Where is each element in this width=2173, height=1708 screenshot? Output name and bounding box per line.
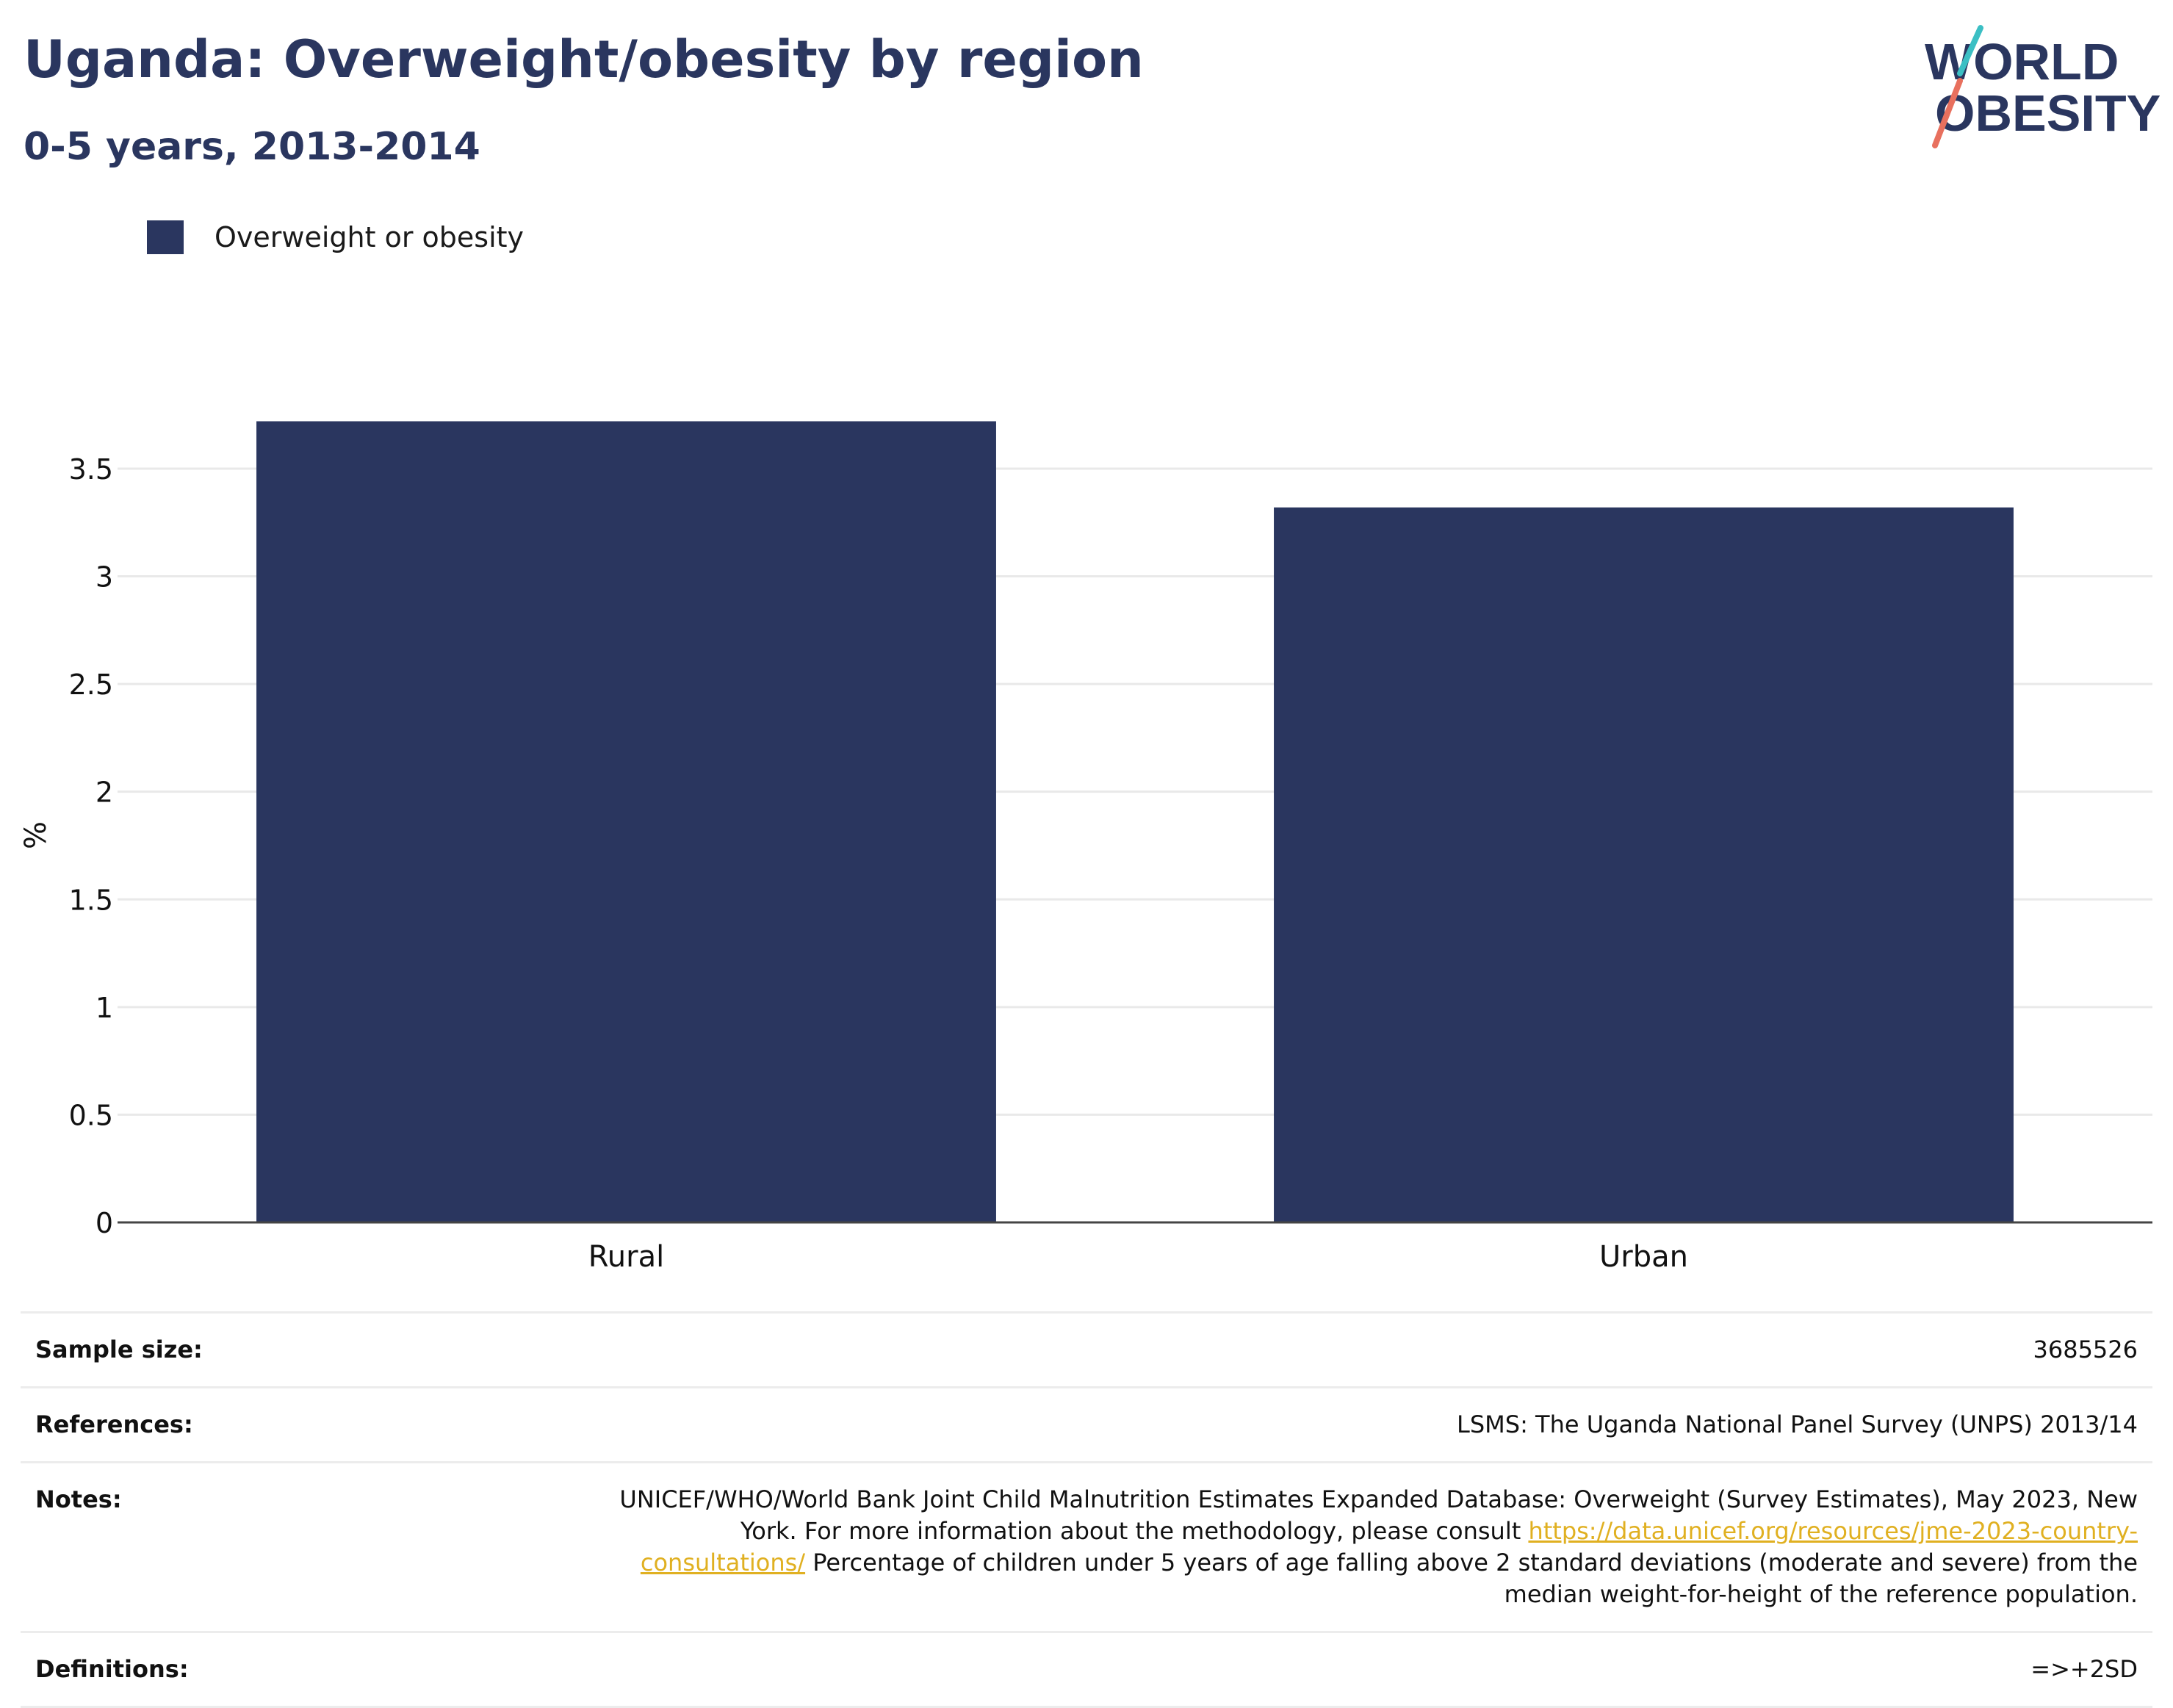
- definitions-value: =>+2SD: [2030, 1655, 2138, 1683]
- references-label: References:: [35, 1410, 193, 1438]
- chart-title: Uganda: Overweight/obesity by region: [24, 29, 1144, 90]
- y-tick-label: 1.5: [69, 884, 113, 916]
- logo-line-1: WORLD: [1925, 33, 2119, 90]
- x-tick-label: Rural: [588, 1240, 664, 1274]
- y-tick-label: 0.5: [69, 1099, 113, 1131]
- y-axis-label: %: [19, 821, 53, 849]
- notes-label: Notes:: [35, 1485, 122, 1513]
- y-tick-label: 0: [96, 1207, 113, 1239]
- world-obesity-logo: WORLD OBESITY: [1925, 25, 2160, 148]
- notes-text-1: UNICEF/WHO/World Bank Joint Child Malnut…: [619, 1485, 2138, 1545]
- y-axis-ticks: 0 0.5 1 1.5 2 2.5 3 3.5: [69, 453, 113, 1239]
- y-tick-label: 2: [96, 776, 113, 809]
- sample-size-label: Sample size:: [35, 1336, 203, 1363]
- chart-legend: Overweight or obesity: [147, 220, 524, 254]
- references-value: LSMS: The Uganda National Panel Survey (…: [1457, 1410, 2138, 1438]
- bar-urban: [1274, 507, 2014, 1222]
- definitions-label: Definitions:: [35, 1655, 189, 1683]
- sample-size-row: Sample size: 3685526: [21, 1311, 2152, 1386]
- references-row: References: LSMS: The Uganda National Pa…: [21, 1386, 2152, 1461]
- logo-slash-bottom: [1932, 78, 1963, 148]
- bar-rural: [256, 421, 996, 1222]
- x-tick-label: Urban: [1599, 1240, 1688, 1274]
- sample-size-value: 3685526: [2033, 1336, 2138, 1363]
- definitions-row: Definitions: =>+2SD: [21, 1631, 2152, 1708]
- bar-chart: 0 0.5 1 1.5 2 2.5 3 3.5 Rural Urban %: [19, 421, 2152, 1274]
- notes-row: Notes: UNICEF/WHO/World Bank Joint Child…: [21, 1461, 2152, 1631]
- y-tick-label: 2.5: [69, 669, 113, 701]
- notes-link[interactable]: https://data.unicef.org/resources/jme-20…: [640, 1517, 2138, 1577]
- legend-swatch: [147, 220, 184, 254]
- chart-subtitle: 0-5 years, 2013-2014: [24, 125, 480, 169]
- x-axis-ticks: Rural Urban: [588, 1240, 1688, 1274]
- legend-label: Overweight or obesity: [215, 221, 525, 253]
- notes-value: UNICEF/WHO/World Bank Joint Child Malnut…: [610, 1484, 2138, 1610]
- info-table: Sample size: 3685526 References: LSMS: T…: [21, 1311, 2152, 1708]
- logo-line-2: OBESITY: [1935, 84, 2160, 142]
- y-tick-label: 1: [96, 992, 113, 1024]
- y-tick-label: 3: [96, 561, 113, 594]
- logo-slash-top: [1957, 25, 1983, 76]
- notes-text-2: Percentage of children under 5 years of …: [805, 1549, 2138, 1608]
- y-tick-label: 3.5: [69, 453, 113, 486]
- bars: [256, 421, 2014, 1222]
